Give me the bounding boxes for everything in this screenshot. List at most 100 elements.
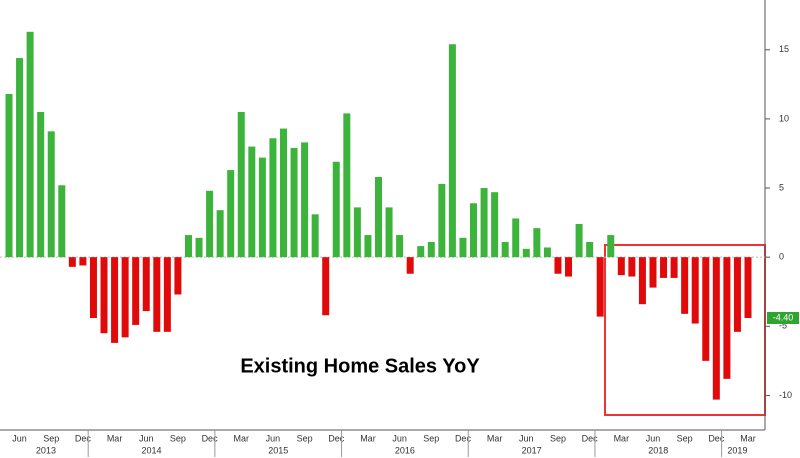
x-tick-label: Dec — [328, 433, 345, 443]
year-label: 2018 — [648, 445, 668, 455]
bar — [5, 94, 13, 258]
bar — [343, 113, 351, 258]
bar — [121, 257, 129, 338]
bar — [227, 170, 235, 258]
x-tick-label: Mar — [487, 433, 503, 443]
bar — [269, 138, 277, 258]
x-tick-label: Dec — [582, 433, 599, 443]
bar — [427, 241, 435, 258]
x-tick-label: Sep — [423, 433, 439, 443]
x-tick-label: Sep — [550, 433, 566, 443]
bar — [733, 257, 741, 332]
bar — [290, 147, 298, 258]
bar — [58, 185, 66, 258]
x-tick-label: Mar — [234, 433, 250, 443]
y-tick-label: 15 — [779, 44, 789, 54]
bar — [237, 111, 245, 258]
x-tick-label: Dec — [75, 433, 92, 443]
bar — [163, 257, 171, 332]
bar — [681, 257, 689, 314]
bar — [470, 203, 478, 258]
bar — [385, 207, 393, 258]
bar — [100, 257, 108, 334]
bar — [216, 210, 224, 258]
bar — [406, 257, 414, 274]
bar — [206, 190, 214, 258]
bar — [68, 257, 76, 267]
year-label: 2013 — [36, 445, 56, 455]
year-label: 2016 — [395, 445, 415, 455]
bar — [543, 247, 551, 258]
bar — [364, 235, 372, 258]
x-tick-label: Sep — [677, 433, 693, 443]
x-tick-label: Dec — [202, 433, 219, 443]
bar — [649, 257, 657, 288]
bar — [586, 241, 594, 258]
bar — [448, 44, 456, 258]
bar — [712, 257, 720, 400]
bar — [184, 235, 192, 258]
y-tick-label: 0 — [779, 252, 784, 262]
bar — [132, 257, 140, 325]
bar — [353, 207, 361, 258]
bar — [607, 235, 615, 258]
bar — [311, 214, 319, 258]
bar — [301, 142, 309, 258]
x-tick-label: Jun — [646, 433, 661, 443]
x-tick-label: Jun — [266, 433, 281, 443]
bar — [723, 257, 731, 379]
year-label: 2017 — [522, 445, 542, 455]
bar — [142, 257, 150, 312]
bar — [111, 257, 119, 343]
bar — [522, 248, 530, 258]
x-tick-label: Mar — [740, 433, 756, 443]
year-label: 2019 — [727, 445, 747, 455]
bar — [565, 257, 573, 277]
bar — [417, 246, 425, 258]
x-tick-label: Dec — [708, 433, 725, 443]
bar — [628, 257, 636, 277]
x-tick-label: Mar — [107, 433, 123, 443]
bar — [554, 257, 562, 274]
x-tick-label: Jun — [519, 433, 534, 443]
bar — [26, 31, 34, 258]
bar — [501, 241, 509, 258]
bar — [16, 58, 24, 258]
year-label: 2014 — [142, 445, 162, 455]
bar — [174, 257, 182, 295]
x-tick-label: Mar — [360, 433, 376, 443]
bar — [660, 257, 668, 278]
x-tick-label: Mar — [614, 433, 630, 443]
bar — [480, 188, 488, 258]
x-tick-label: Jun — [12, 433, 27, 443]
bar — [533, 228, 541, 258]
bar — [258, 157, 266, 258]
bar — [89, 257, 97, 319]
bar — [491, 192, 499, 258]
x-tick-label: Jun — [139, 433, 154, 443]
bar — [575, 223, 583, 258]
bar — [248, 146, 256, 258]
bar — [617, 257, 625, 276]
bar — [691, 257, 699, 324]
annotation: Existing Home Sales YoY — [240, 355, 480, 377]
bar — [47, 131, 55, 258]
y-tick-label: -5 — [779, 321, 787, 331]
bar — [37, 111, 45, 258]
bar — [670, 257, 678, 278]
x-tick-label: Sep — [170, 433, 186, 443]
year-label: 2015 — [268, 445, 288, 455]
bar — [596, 257, 604, 317]
bar — [322, 257, 330, 316]
bar — [279, 128, 287, 258]
bar — [375, 176, 382, 258]
bar — [195, 237, 203, 258]
bar — [702, 257, 710, 361]
y-tick-label: 10 — [779, 113, 789, 123]
x-tick-label: Sep — [43, 433, 59, 443]
x-tick-label: Jun — [392, 433, 407, 443]
last-value-box — [767, 312, 799, 325]
last-value-label: -4.40 — [773, 312, 794, 322]
